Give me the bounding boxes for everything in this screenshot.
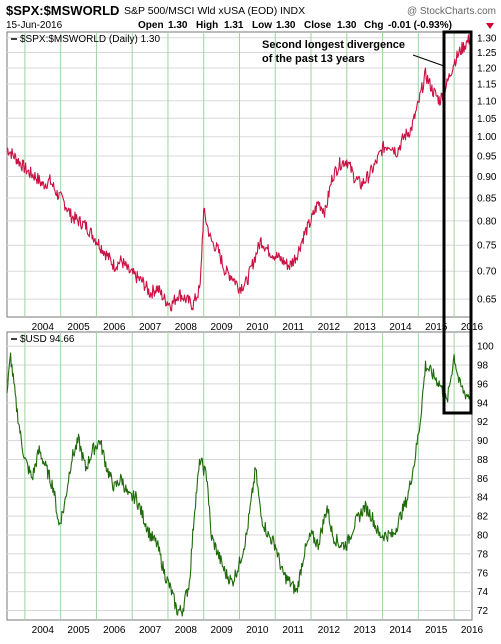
x-tick-label: 2014 — [389, 625, 412, 636]
x-tick-label: 2007 — [139, 625, 162, 636]
x-tick-label: 2016 — [461, 625, 484, 636]
y-tick-label: 94 — [477, 398, 489, 409]
low-label: Low — [252, 20, 272, 31]
x-tick-label: 2007 — [139, 322, 162, 333]
x-tick-label: 2010 — [246, 322, 269, 333]
divergence-highlight-box — [442, 30, 473, 415]
y-tick-label: 84 — [477, 493, 489, 504]
x-tick-label: 2006 — [103, 322, 126, 333]
x-tick-label: 2011 — [282, 625, 304, 636]
y-tick-label: 0.65 — [477, 295, 497, 306]
x-tick-label: 2013 — [354, 322, 377, 333]
y-tick-label: 1.00 — [477, 132, 497, 143]
chg-value: -0.01 (-0.93%) — [388, 20, 452, 31]
y-tick-label: 0.80 — [477, 216, 497, 227]
usd-panel: 72 74 76 78 80 82 84 86 88 90 92 94 96 98 100 2004 2005 2… — [6, 331, 494, 636]
x-tick-label: 2004 — [32, 322, 55, 333]
close-value: 1.30 — [337, 20, 357, 31]
y-tick-label: 1.30 — [477, 33, 497, 44]
legend-label: $SPX:$MSWORLD (Daily) 1.30 — [20, 34, 160, 45]
annotation-line-1: Second longest divergence — [262, 39, 405, 51]
y-tick-label: 0.90 — [477, 172, 497, 183]
y-tick-label: 88 — [477, 455, 489, 466]
series-line-2 — [6, 352, 471, 617]
chart-date: 15-Jun-2016 — [6, 20, 63, 31]
y-tick-label: 1.10 — [477, 96, 497, 107]
x-tick-label: 2013 — [354, 625, 377, 636]
y-tick-label: 72 — [477, 606, 489, 617]
x-tick-label: 2005 — [67, 625, 90, 636]
open-label: Open — [138, 20, 164, 31]
x-tick-label: 2012 — [318, 625, 341, 636]
y-tick-label: 96 — [477, 379, 489, 390]
y-tick-label: 1.20 — [477, 63, 497, 74]
series-line-1 — [6, 34, 472, 312]
high-label: High — [196, 20, 218, 31]
chart-description: S&P 500/MSCI Wld xUSA (EOD) — [124, 5, 277, 17]
y-tick-label: 76 — [477, 568, 489, 579]
x-tick-label: 2008 — [175, 322, 198, 333]
y-tick-label: 0.75 — [477, 241, 497, 252]
x-tick-label: 2004 — [32, 625, 55, 636]
y-tick-label: 100 — [477, 342, 494, 353]
x-tick-label: 2010 — [246, 625, 269, 636]
x-tick-label: 2012 — [318, 322, 341, 333]
legend-label: $USD 94.66 — [20, 334, 75, 345]
y-tick-label: 86 — [477, 474, 489, 485]
y-tick-label: 82 — [477, 512, 489, 523]
annotation-line-2: of the past 13 years — [262, 53, 365, 65]
y-tick-label: 1.15 — [477, 79, 497, 90]
y-tick-label: 98 — [477, 361, 489, 372]
y-tick-label: 0.70 — [477, 267, 497, 278]
x-tick-label: 2015 — [425, 625, 448, 636]
x-tick-label: 2006 — [103, 625, 126, 636]
low-value: 1.30 — [276, 20, 296, 31]
chg-label: Chg — [364, 20, 383, 31]
x-tick-label: 2005 — [67, 322, 90, 333]
x-tick-label: 2014 — [389, 322, 412, 333]
x-tick-label: 2009 — [210, 625, 233, 636]
x-tick-label: 2015 — [425, 322, 448, 333]
x-tick-label: 2011 — [282, 322, 304, 333]
y-tick-label: 0.95 — [477, 152, 497, 163]
x-tick-label: 2009 — [210, 322, 233, 333]
y-tick-label: 1.05 — [477, 114, 497, 125]
high-value: 1.31 — [224, 20, 244, 31]
open-value: 1.30 — [168, 20, 188, 31]
x-tick-label: 2008 — [175, 625, 198, 636]
chart-type: INDX — [280, 5, 305, 17]
annotation-arrow — [412, 54, 445, 67]
y-tick-label: 92 — [477, 417, 489, 428]
y-tick-label: 80 — [477, 531, 489, 542]
y-tick-label: 78 — [477, 549, 489, 560]
close-label: Close — [304, 20, 332, 31]
chart-symbol: $SPX:$MSWORLD — [6, 3, 119, 18]
y-tick-label: 90 — [477, 436, 489, 447]
watermark: @ StockCharts.com — [407, 6, 496, 17]
ratio-panel: 0.65 0.70 0.75 0.80 0.85 0.90 0.95 1.00 1.05 1.10… — [6, 31, 497, 333]
y-tick-label: 74 — [477, 587, 489, 598]
down-arrow-icon — [486, 23, 494, 29]
y-tick-label: 1.25 — [477, 48, 497, 59]
y-tick-label: 0.85 — [477, 194, 497, 205]
